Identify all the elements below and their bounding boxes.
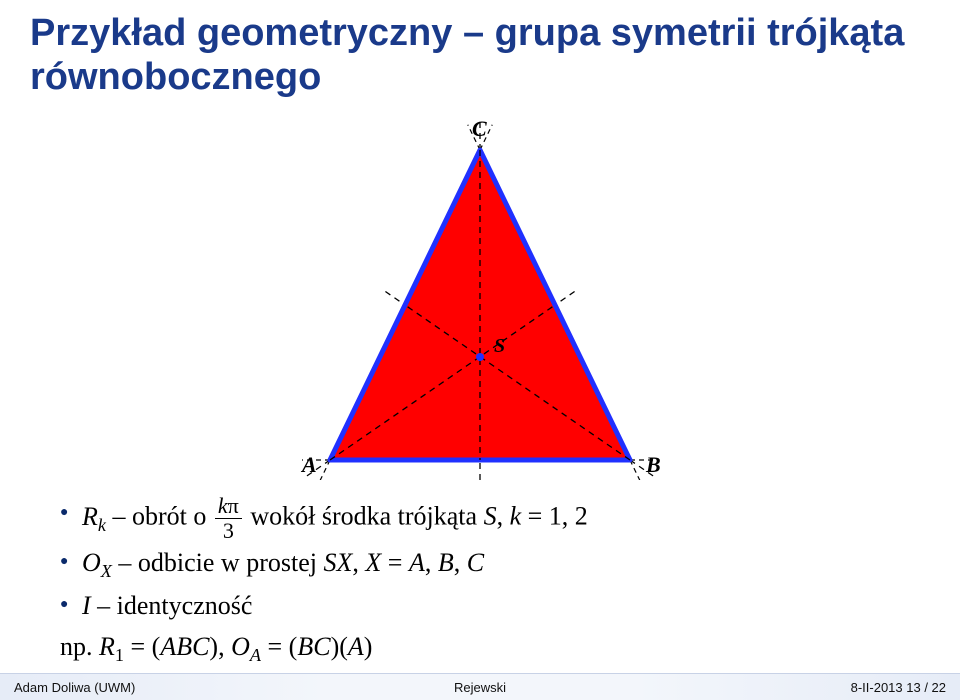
bullet-item: ●Rk – obrót o kπ3 wokół środka trójkąta … <box>60 495 930 542</box>
triangle-diagram: A B C S <box>270 110 690 480</box>
footer-author: Adam Doliwa (UWM) <box>0 674 325 700</box>
svg-text:S: S <box>494 335 505 357</box>
title-line1: Przykład geometryczny – grupa symetrii t… <box>30 12 904 54</box>
bullet-item: ●OX – odbicie w prostej SX, X = A, B, C <box>60 544 930 585</box>
example-line: np. R1 = (ABC), OA = (BC)(A) <box>60 628 930 669</box>
bullet-text: Rk – obrót o kπ3 wokół środka trójkąta S… <box>82 495 930 542</box>
bullet-item: ●I – identyczność <box>60 587 930 625</box>
footer-page: 8-II-2013 13 / 22 <box>635 674 960 700</box>
slide-title: Przykład geometryczny – grupa symetrii t… <box>30 12 930 99</box>
bullet-marker: ● <box>60 544 82 580</box>
bullet-text: I – identyczność <box>82 587 930 625</box>
svg-text:C: C <box>472 116 487 141</box>
svg-text:A: A <box>300 452 317 477</box>
bullet-marker: ● <box>60 495 82 531</box>
title-line2: równobocznego <box>30 56 321 98</box>
footer-title: Rejewski <box>325 674 636 700</box>
bullet-text: OX – odbicie w prostej SX, X = A, B, C <box>82 544 930 585</box>
svg-text:B: B <box>645 452 661 477</box>
footer-bar: Adam Doliwa (UWM) Rejewski 8-II-2013 13 … <box>0 673 960 700</box>
bullet-list: ●Rk – obrót o kπ3 wokół środka trójkąta … <box>60 495 930 669</box>
bullet-marker: ● <box>60 587 82 623</box>
